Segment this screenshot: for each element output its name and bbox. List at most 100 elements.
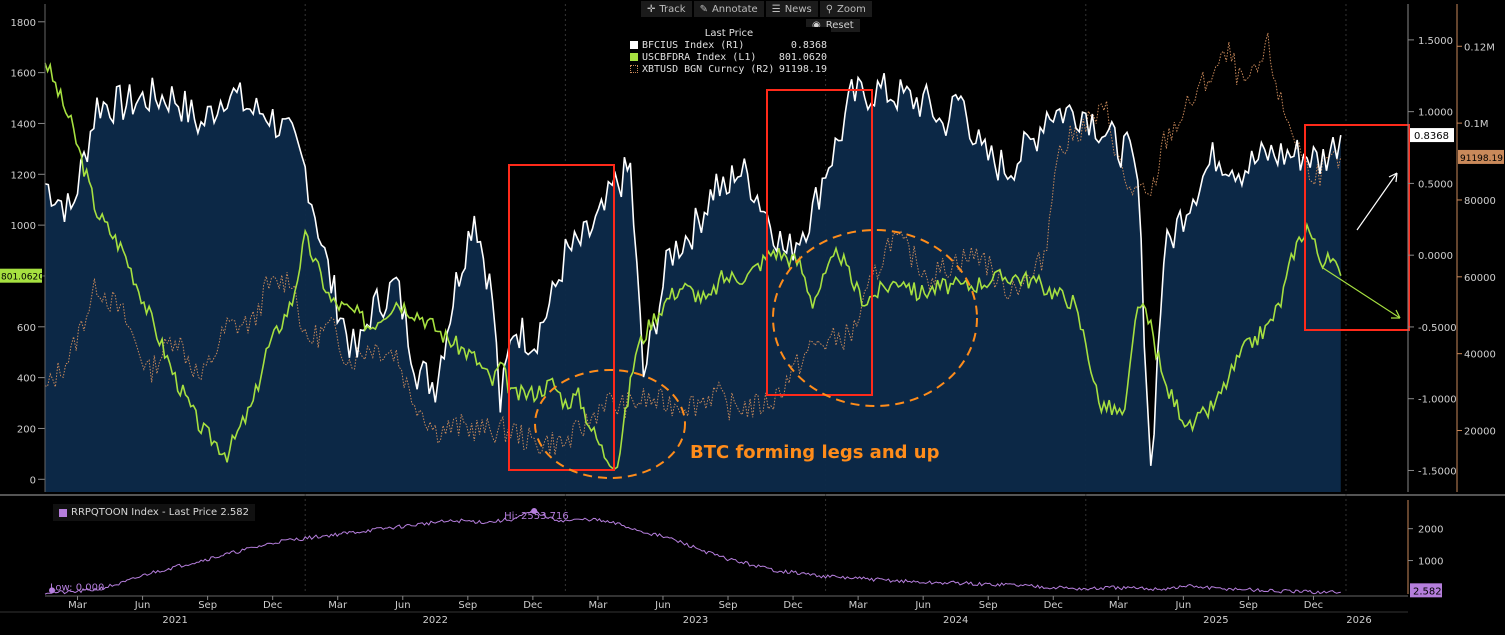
news-button[interactable]: ☰ News <box>765 1 818 17</box>
r1-axis-tick-label: 1.5000 <box>1418 36 1453 47</box>
left-axis-tick-label: 1600 <box>11 69 36 80</box>
x-axis-month-label: Mar <box>68 600 88 611</box>
x-axis-month-label: Sep <box>719 600 738 611</box>
sub-plot-background <box>45 500 1372 594</box>
chart-legend: Last Price BFCIUS Index (R1) 0.8368 USCB… <box>627 27 831 75</box>
highlight-circle <box>772 229 978 407</box>
rrp-high-label: Hi: 2553.716 <box>504 511 569 522</box>
x-axis-month-label: Jun <box>654 600 671 611</box>
r2-axis-tick-label: 60000 <box>1464 273 1496 284</box>
rrp-low-label: Low: 0.000 <box>50 582 104 593</box>
r1-axis-tick-label: -1.0000 <box>1418 395 1457 406</box>
left-axis-badge-bg <box>0 268 42 283</box>
r1-badge-bg <box>1410 128 1454 143</box>
r2-badge: 91198.19 <box>1460 154 1503 164</box>
x-axis-month-label: Dec <box>1304 600 1323 611</box>
r2-badge-bg <box>1458 149 1504 164</box>
x-axis-month-label: Dec <box>1044 600 1063 611</box>
legend-row-xbtusd[interactable]: XBTUSD BGN Curncy (R2) 91198.19 <box>627 63 831 75</box>
left-axis-tick-label: 1400 <box>11 119 36 130</box>
legend-swatch <box>630 41 638 49</box>
x-axis-month-label: Jun <box>914 600 931 611</box>
highlight-circle <box>534 369 686 479</box>
r1-axis-tick-label: 1.0000 <box>1418 108 1453 119</box>
left-axis-tick-label: 1000 <box>11 221 36 232</box>
magnifier-icon: ⚲ <box>825 3 834 15</box>
x-axis-month-label: Jun <box>134 600 151 611</box>
r2-axis-tick-label: 20000 <box>1464 427 1496 438</box>
arrowhead <box>1391 309 1401 319</box>
x-axis-month-label: Sep <box>458 600 477 611</box>
x-axis-year-label: 2022 <box>423 615 448 626</box>
legend-series-value: 801.0620 <box>778 51 827 63</box>
legend-series-name: XBTUSD BGN Curncy (R2) <box>642 63 775 75</box>
highlight-box <box>766 89 873 396</box>
x-axis-month-label: Mar <box>849 600 869 611</box>
left-axis-tick-label: 1800 <box>11 18 36 29</box>
x-axis-month-label: Jun <box>1175 600 1192 611</box>
legend-series-value: 0.8368 <box>790 39 827 51</box>
x-axis-month-label: Dec <box>783 600 802 611</box>
r1-axis-tick-label: -1.5000 <box>1418 466 1457 477</box>
legend-swatch <box>630 53 638 61</box>
r2-axis-tick-label: 40000 <box>1464 350 1496 361</box>
highlight-box <box>508 164 615 471</box>
legend-swatch <box>630 65 638 73</box>
left-axis-tick-label: 0 <box>30 475 36 486</box>
legend-row-bfcius[interactable]: BFCIUS Index (R1) 0.8368 <box>627 39 831 51</box>
r1-axis-tick-label: 0.5000 <box>1418 179 1453 190</box>
x-axis-month-label: Sep <box>198 600 217 611</box>
legend-swatch <box>59 508 67 517</box>
x-axis-month-label: Sep <box>1239 600 1258 611</box>
highlight-box <box>1304 124 1410 331</box>
left-axis-tick-label: 200 <box>17 424 36 435</box>
sub-badge: 2.582 <box>1413 586 1442 597</box>
x-axis-month-label: Jun <box>394 600 411 611</box>
x-axis-month-label: Dec <box>523 600 542 611</box>
annotate-button[interactable]: ✎ Annotate <box>693 1 764 17</box>
legend-series-value: 91198.19 <box>778 63 827 75</box>
chart-toolbar: ✛ Track ✎ Annotate ☰ News ⚲ Zoom <box>641 1 872 17</box>
sub-legend-label: RRPQTOON Index - Last Price 2.582 <box>71 507 250 518</box>
left-axis-tick-label: 600 <box>17 323 36 334</box>
pencil-icon: ✎ <box>699 3 708 15</box>
legend-series-name: BFCIUS Index (R1) <box>642 39 745 51</box>
rrp-high-marker <box>531 508 538 515</box>
x-axis-year-label: 2021 <box>162 615 187 626</box>
x-axis-year-label: 2026 <box>1346 615 1371 626</box>
r1-axis-tick-label: -0.5000 <box>1418 323 1457 334</box>
trend-arrow-up <box>1356 172 1398 231</box>
x-axis-month-label: Dec <box>263 600 282 611</box>
bfcius-line <box>44 73 1342 466</box>
left-axis-tick-label: 400 <box>17 374 36 385</box>
sub-chart-legend[interactable]: RRPQTOON Index - Last Price 2.582 <box>53 504 256 521</box>
bfcius-area <box>45 73 1341 492</box>
x-axis-month-label: Mar <box>588 600 608 611</box>
sub-badge-bg <box>1410 583 1442 598</box>
x-axis-month-label: Mar <box>1109 600 1129 611</box>
news-icon: ☰ <box>771 3 781 15</box>
x-axis-month-label: Mar <box>328 600 348 611</box>
rrpqtoon-line <box>44 509 1341 595</box>
left-axis-tick-label: 1200 <box>11 170 36 181</box>
reset-icon: ◉ <box>812 20 821 31</box>
trend-arrow-down <box>1322 267 1401 319</box>
zoom-button[interactable]: ⚲ Zoom <box>819 1 872 17</box>
annotation-text: BTC forming legs and up <box>690 442 940 463</box>
r1-axis-tick-label: 0.0000 <box>1418 251 1453 262</box>
legend-row-uscbfdra[interactable]: USCBFDRA Index (L1) 801.0620 <box>627 51 831 63</box>
xbtusd-line <box>44 32 1342 455</box>
r2-axis-tick-label: 80000 <box>1464 196 1496 207</box>
left-axis-badge: 801.0620 <box>1 273 44 283</box>
sub-axis-tick-label: 1000 <box>1418 557 1443 568</box>
x-axis-month-label: Sep <box>979 600 998 611</box>
track-button[interactable]: ✛ Track <box>641 1 692 17</box>
r2-axis-tick-label: 0.1M <box>1464 119 1489 130</box>
r2-axis-tick-label: 0.12M <box>1464 42 1495 53</box>
x-axis-year-label: 2025 <box>1203 615 1228 626</box>
r1-badge: 0.8368 <box>1414 131 1449 142</box>
rrp-low-marker <box>49 587 55 594</box>
uscbfdra-line <box>44 61 1342 470</box>
legend-series-name: USCBFDRA Index (L1) <box>642 51 757 63</box>
